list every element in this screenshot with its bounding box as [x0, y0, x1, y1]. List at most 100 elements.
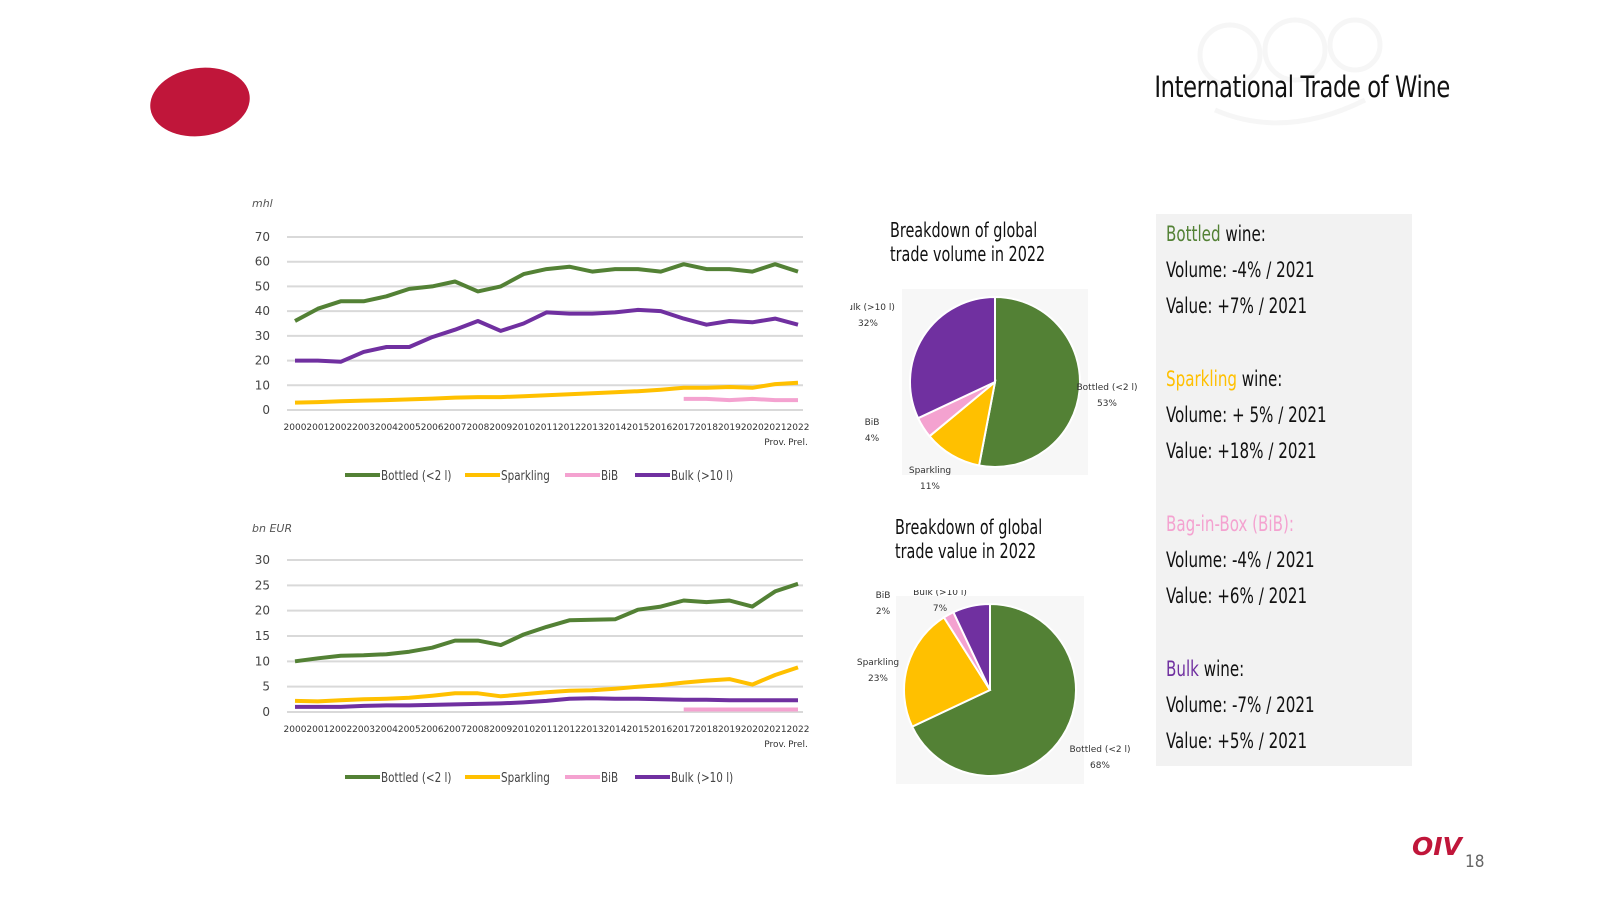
volume-pie-slice-label-sparkling: 11%: [920, 482, 940, 492]
volume-chart-x-tick-label: 2012: [558, 423, 581, 433]
volume-chart-y-tick-label: 20: [255, 354, 270, 368]
value-chart-series-bottled-l: [294, 581, 799, 664]
volume-chart-x-sublabel: Prel.: [788, 438, 808, 448]
value-chart-x-tick-label: 2011: [535, 725, 558, 735]
legend-label: BiB: [601, 770, 618, 785]
value-chart-x-tick-label: 2005: [398, 725, 421, 735]
value-pie-slice-sparkling: [903, 616, 992, 728]
volume-pie-title-line-2: trade volume in 2022: [890, 242, 1046, 266]
volume-pie-slice-label-bib: 4%: [865, 434, 880, 444]
bottled-suffix: wine:: [1220, 222, 1266, 246]
value-chart-y-unit-label: bn EUR: [252, 522, 292, 535]
value-chart-x-sublabel: Prel.: [788, 740, 808, 750]
volume-pie-title-line-1: Breakdown of global: [890, 218, 1038, 242]
volume-chart-x-sublabel: Prov.: [764, 438, 786, 448]
volume-chart-y-tick-label: 30: [255, 329, 270, 343]
volume-chart-y-tick-label: 60: [255, 255, 270, 269]
value-chart-x-tick-label: 2001: [306, 725, 329, 735]
value-pie-slice-label-bulk-l: 7%: [933, 604, 948, 614]
sparkling-volume: Volume: + 5% / 2021: [1166, 403, 1327, 427]
watermark-logo: [1197, 17, 1383, 126]
value-chart-y-tick-label: 0: [262, 705, 270, 719]
volume-chart-x-tick-label: 2014: [604, 423, 627, 433]
volume-chart-x-tick-label: 2005: [398, 423, 421, 433]
value-chart-x-tick-label: 2022: [787, 725, 810, 735]
value-pie-slice-bulk-l: [952, 602, 991, 691]
volume-chart-series-bottled-l: [294, 262, 799, 323]
volume-chart-x-tick-label: 2013: [581, 423, 604, 433]
bottled-value: Value: +7% / 2021: [1166, 294, 1308, 318]
value-chart-x-tick-label: 2014: [604, 725, 627, 735]
volume-chart-x-tick-label: 2019: [718, 423, 741, 433]
volume-chart-x-tick-label: 2020: [741, 423, 764, 433]
bib-name: Bag-in-Box (BiB):: [1166, 512, 1294, 536]
volume-pie-slice-name-sparkling: Sparkling: [909, 466, 951, 476]
bottled-name: Bottled: [1166, 222, 1221, 246]
volume-chart-x-tick-label: 2015: [627, 423, 650, 433]
value-pie-slice-label-bib: 2%: [876, 607, 891, 617]
value-chart-y-tick-label: 20: [255, 604, 270, 618]
volume-pie-chart-svg: Bottled (<2 l) 53% Sparkling 11% BiB 4% Bulk (…: [841, 289, 1138, 492]
info-panel: Bottled wine: Volume: -4% / 2021 Value: …: [1156, 214, 1412, 766]
bib-heading: Bag-in-Box (BiB):: [1166, 512, 1294, 536]
volume-chart-x-tick-label: 2018: [695, 423, 718, 433]
value-pie-slice-label-bottled-l: 68%: [1090, 761, 1110, 771]
value-pie-chart: Bottled (<2 l) 68% Sparkling 23% BiB 2% Bulk (…: [850, 588, 1150, 814]
bulk-value: Value: +5% / 2021: [1166, 729, 1308, 753]
volume-chart-x-tick-label: 2009: [489, 423, 512, 433]
value-chart-x-tick-label: 2020: [741, 725, 764, 735]
volume-pie-slice-name-bib: BiB: [865, 418, 880, 428]
page-title: International Trade of Wine: [1154, 70, 1450, 104]
value-chart-x-tick-label: 2004: [375, 725, 398, 735]
value-chart-series-sparkling: [294, 665, 799, 704]
value-chart-x-tick-label: 2010: [512, 725, 535, 735]
volume-chart-x-tick-label: 2022: [787, 423, 810, 433]
value-chart-x-tick-label: 2013: [581, 725, 604, 735]
volume-chart-y-tick-label: 40: [255, 304, 270, 318]
value-chart-y-tick-label: 10: [255, 654, 270, 668]
value-chart-x-tick-label: 2008: [466, 725, 489, 735]
volume-pie-title: Breakdown of global trade volume in 2022: [890, 218, 1045, 266]
value-pie-chart-svg: Bottled (<2 l) 68% Sparkling 23% BiB 2% Bulk (…: [857, 588, 1131, 784]
legend-label: Sparkling: [501, 468, 550, 483]
value-chart-x-tick-label: 2000: [284, 725, 307, 735]
sparkling-name: Sparkling: [1166, 367, 1237, 391]
sparkling-heading: Sparkling wine:: [1166, 367, 1282, 391]
bulk-volume: Volume: -7% / 2021: [1166, 693, 1315, 717]
value-pie-title-line-2: trade value in 2022: [895, 539, 1037, 563]
volume-pie-slice-name-bottled-l: Bottled (<2 l): [1076, 383, 1137, 393]
oiv-logo: OIV: [1412, 832, 1462, 861]
value-pie-slice-name-sparkling: Sparkling: [857, 658, 899, 668]
value-chart-y-tick-label: 25: [255, 578, 270, 592]
volume-chart-x-tick-label: 2006: [421, 423, 444, 433]
value-chart-x-tick-label: 2019: [718, 725, 741, 735]
value-chart-x-tick-label: 2015: [627, 725, 650, 735]
volume-line-chart: mhl 0 10 20 30 40 50 60 70 2000 2001 2002 2003 2004 20…: [250, 195, 830, 509]
page-number: 18: [1465, 852, 1485, 872]
brand-logo-blob: [145, 61, 255, 143]
legend-label: Bottled (<2 l): [381, 770, 451, 785]
volume-chart-x-tick-label: 2011: [535, 423, 558, 433]
volume-pie-slice-label-bottled-l: 53%: [1097, 399, 1117, 409]
legend-label: Bulk (>10 l): [671, 468, 733, 483]
volume-pie-slice-name-bulk-l: Bulk (>10 l): [850, 303, 895, 313]
value-chart-x-tick-label: 2007: [444, 725, 467, 735]
volume-chart-x-tick-label: 2002: [329, 423, 352, 433]
volume-pie-slice-bulk-l: [909, 295, 996, 420]
legend-label: Sparkling: [501, 770, 550, 785]
bottled-volume: Volume: -4% / 2021: [1166, 258, 1315, 282]
volume-chart-y-tick-label: 0: [262, 403, 270, 417]
value-chart-x-tick-label: 2012: [558, 725, 581, 735]
legend-label: Bottled (<2 l): [381, 468, 451, 483]
volume-pie-slice-label-bulk-l: 32%: [858, 319, 878, 329]
volume-chart-x-tick-label: 2004: [375, 423, 398, 433]
value-chart-y-tick-label: 30: [255, 553, 270, 567]
value-pie-slice-bottled-l: [910, 602, 1077, 777]
value-chart-x-tick-label: 2021: [764, 725, 787, 735]
value-chart-x-tick-label: 2009: [489, 725, 512, 735]
value-chart-x-tick-label: 2016: [649, 725, 672, 735]
bulk-suffix: wine:: [1198, 657, 1245, 681]
volume-chart-x-tick-label: 2003: [352, 423, 375, 433]
volume-chart-x-tick-label: 2017: [672, 423, 695, 433]
